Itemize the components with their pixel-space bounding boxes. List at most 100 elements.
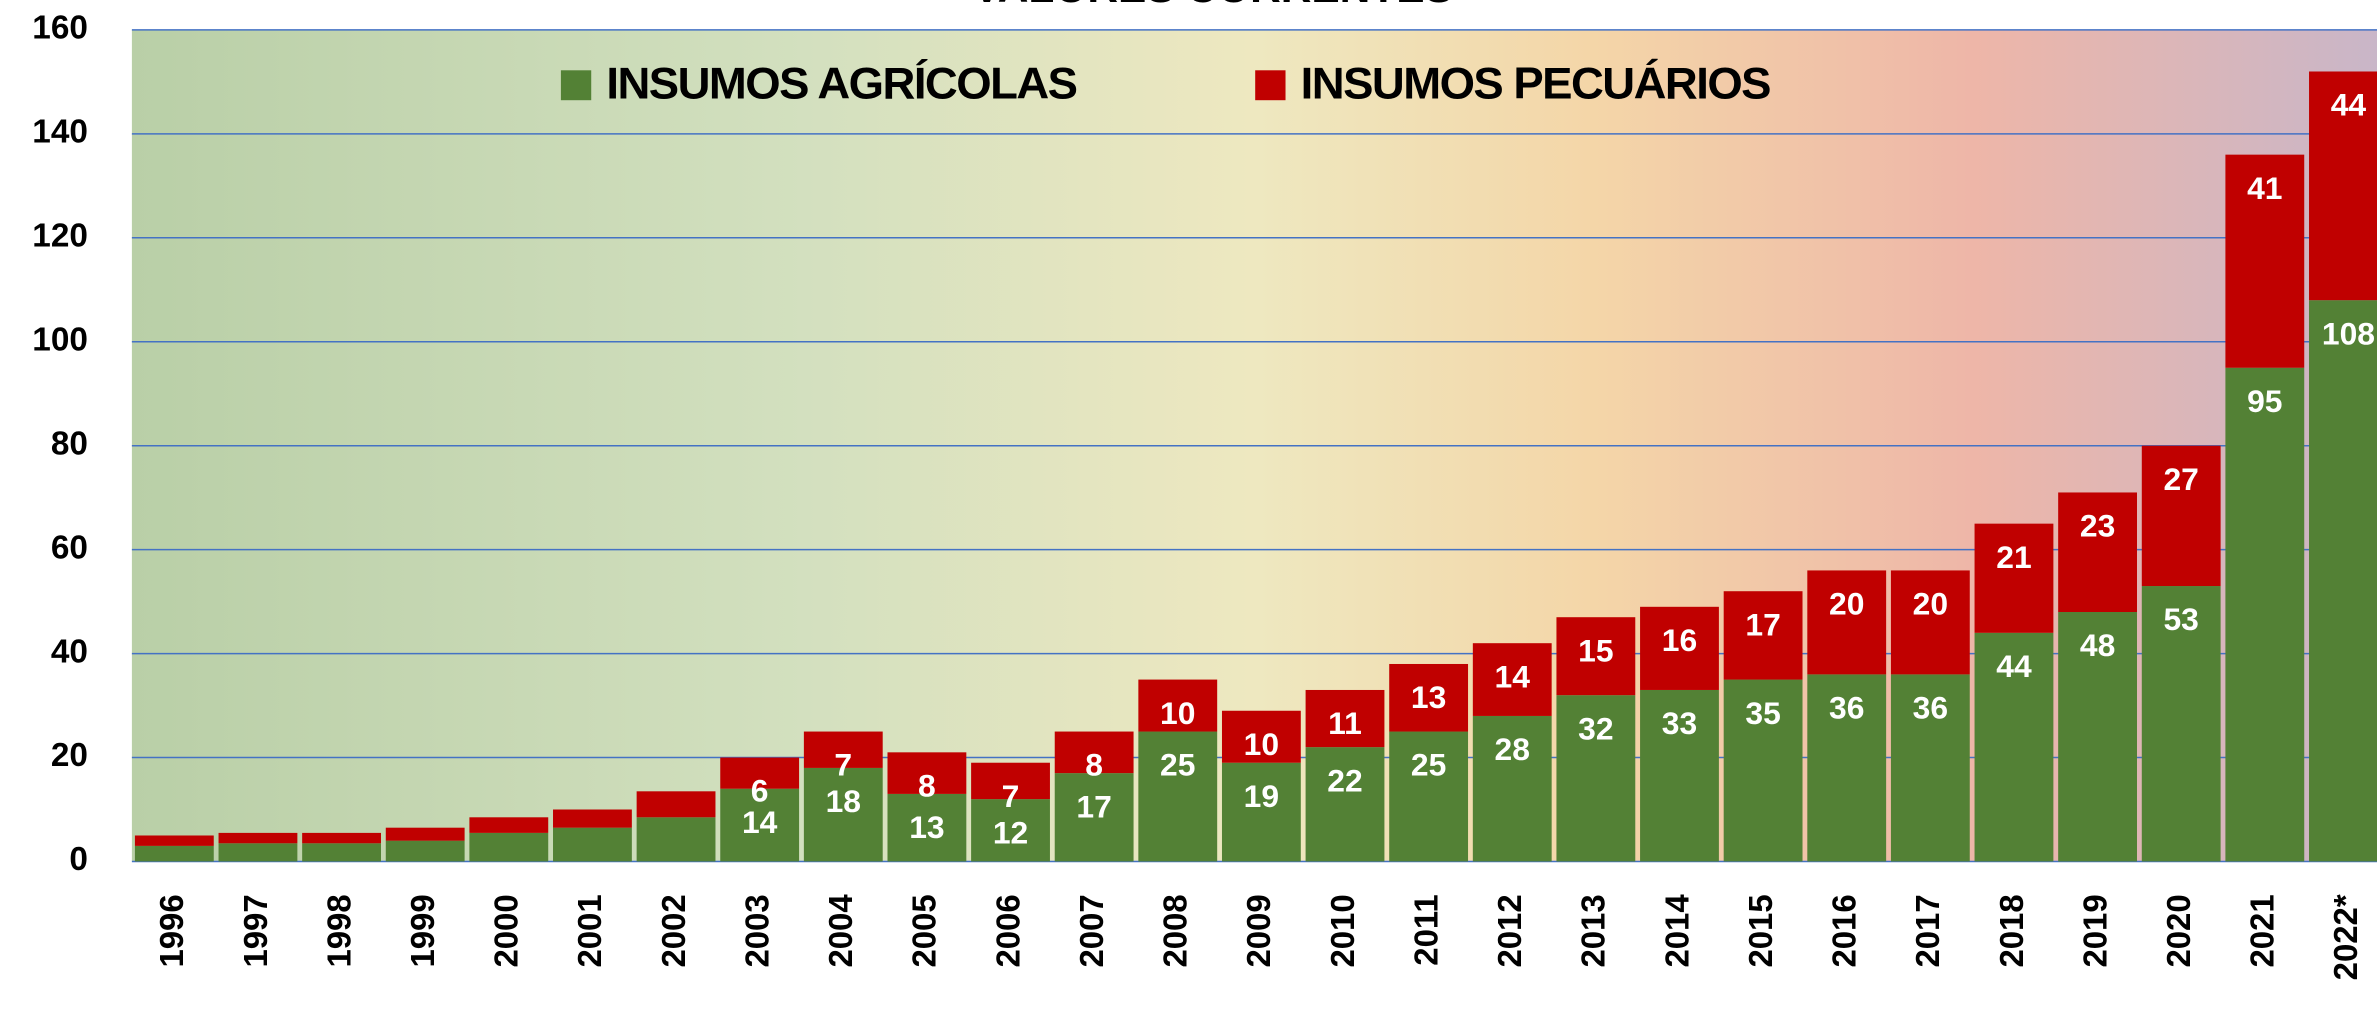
bar-segment — [385, 827, 465, 841]
bar-segment — [2309, 300, 2377, 862]
bar-segment — [1472, 643, 1552, 716]
bar-segment — [2225, 154, 2305, 368]
bar-segment — [1556, 695, 1636, 862]
x-tick-label: 1996 — [154, 894, 191, 967]
bar-segment — [636, 791, 716, 818]
x-tick-label: 2008 — [1157, 894, 1194, 967]
data-label: 14 — [742, 804, 778, 840]
data-label: 12 — [993, 815, 1028, 851]
bar-segment — [1138, 731, 1218, 862]
data-label: 7 — [1002, 778, 1020, 814]
x-tick-label: 2007 — [1074, 894, 1111, 967]
x-tick-label: 2000 — [488, 894, 525, 967]
data-label: 13 — [909, 809, 944, 845]
bar-segment — [1221, 710, 1301, 763]
bar-segment — [218, 843, 298, 862]
data-label: 19 — [1244, 778, 1279, 814]
x-tick-label: 2003 — [739, 894, 776, 967]
x-tick-label: 2020 — [2161, 894, 2198, 967]
y-tick-label: 160 — [32, 10, 88, 47]
bar-segment — [2141, 586, 2221, 862]
bar-segment — [302, 832, 381, 844]
data-label: 15 — [1578, 633, 1613, 669]
data-label: 32 — [1578, 711, 1613, 747]
bar-segment — [1389, 663, 1469, 732]
bar-segment — [134, 835, 214, 846]
data-label: 10 — [1160, 695, 1195, 731]
x-tick-label: 2022* — [2328, 894, 2365, 980]
bar-segment — [2225, 367, 2305, 862]
bar-segment — [1890, 674, 1970, 862]
bar-segment — [1723, 591, 1803, 680]
bar-segment — [218, 832, 298, 844]
bar-segment — [1890, 570, 1970, 675]
data-label: 36 — [1829, 690, 1864, 726]
bar-segment — [1305, 747, 1385, 862]
y-tick-label: 100 — [32, 322, 88, 359]
x-tick-label: 2004 — [823, 894, 860, 968]
bar-segment — [553, 827, 632, 862]
data-label: 14 — [1495, 659, 1531, 695]
bar-segment — [1389, 731, 1469, 862]
bar-segment — [1807, 570, 1887, 675]
legend-label: INSUMOS AGRÍCOLAS — [606, 58, 1076, 109]
x-tick-label: 2010 — [1325, 894, 1362, 967]
data-label: 20 — [1829, 586, 1864, 622]
x-tick-label: 1997 — [238, 894, 275, 967]
bar-segment — [887, 793, 967, 862]
x-tick-label: 2014 — [1659, 894, 1696, 968]
x-tick-label: 2011 — [1408, 894, 1445, 965]
data-label: 35 — [1745, 695, 1780, 731]
bar-segment — [1974, 523, 2054, 633]
x-tick-label: 2016 — [1826, 894, 1863, 967]
x-tick-label: 2006 — [990, 894, 1027, 967]
x-tick-label: 1998 — [321, 894, 358, 967]
x-tick-label: 2012 — [1492, 894, 1529, 967]
bar-segment — [469, 817, 549, 833]
bar-segment — [720, 788, 800, 862]
data-label: 20 — [1913, 586, 1948, 622]
data-label: 18 — [826, 783, 861, 819]
data-label: 36 — [1913, 690, 1948, 726]
legend-label: INSUMOS PECUÁRIOS — [1301, 58, 1771, 109]
bar-segment — [1640, 689, 1719, 862]
data-label: 33 — [1662, 705, 1697, 741]
data-label: 22 — [1327, 763, 1362, 799]
x-tick-label: 2015 — [1743, 894, 1780, 967]
data-label: 17 — [1076, 789, 1111, 825]
x-tick-label: 2017 — [1910, 894, 1947, 967]
x-tick-label: 1999 — [405, 894, 442, 967]
x-tick-label: 2001 — [572, 894, 609, 967]
data-label: 25 — [1160, 747, 1195, 783]
data-label: 13 — [1411, 679, 1446, 715]
y-tick-label: 80 — [51, 426, 88, 463]
x-tick-label: 2021 — [2244, 894, 2281, 967]
bar-segment — [302, 843, 381, 862]
bar-segment — [1138, 679, 1218, 732]
x-tick-label: 2009 — [1241, 894, 1278, 967]
y-tick-label: 120 — [32, 218, 88, 255]
bar-segment — [803, 731, 883, 768]
bar-segment — [720, 757, 800, 789]
bar-segment — [2058, 612, 2137, 862]
data-label: 17 — [1745, 607, 1780, 643]
data-label: 8 — [918, 768, 936, 804]
legend-swatch — [560, 70, 592, 101]
bar-segment — [553, 809, 632, 828]
bar-segment — [2058, 492, 2137, 613]
data-label: 16 — [1662, 622, 1697, 658]
data-label: 28 — [1495, 731, 1530, 767]
bar-segment — [1807, 674, 1887, 862]
y-tick-label: 140 — [32, 114, 88, 151]
data-label: 44 — [1996, 648, 2032, 684]
data-label: 25 — [1411, 747, 1446, 783]
data-label: 41 — [2247, 170, 2282, 206]
bar-segment — [134, 845, 214, 862]
bar-segment — [1221, 762, 1301, 862]
bar-segment — [887, 752, 967, 794]
y-tick-label: 40 — [51, 633, 88, 670]
legend-swatch — [1255, 70, 1286, 101]
data-label: 21 — [1996, 539, 2031, 575]
